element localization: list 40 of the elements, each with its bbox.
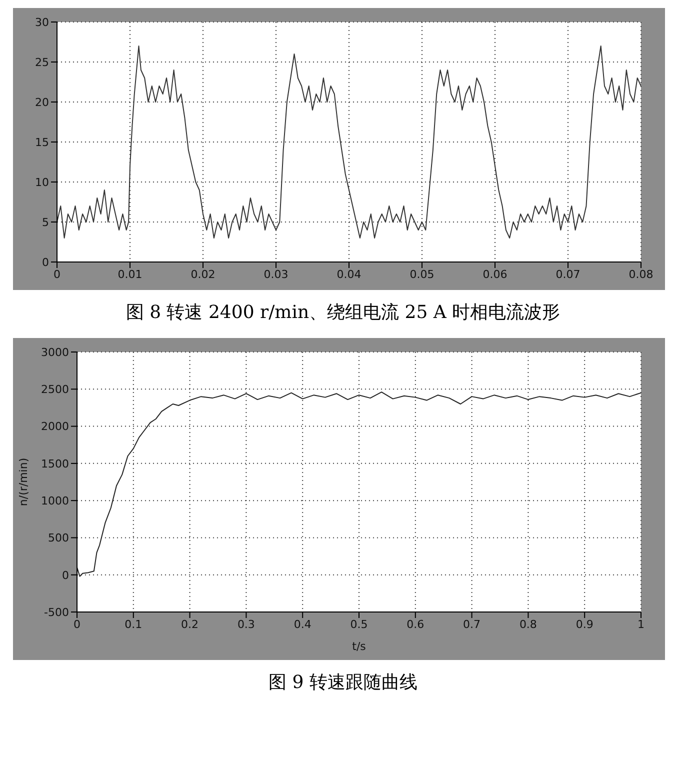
x-tick-label: 0.07 xyxy=(556,268,580,281)
y-axis-title: n/(r/min) xyxy=(16,458,30,506)
y-tick-label: 1000 xyxy=(41,494,69,508)
y-tick-label: 30 xyxy=(35,16,49,29)
y-tick-label: 1500 xyxy=(41,457,69,470)
x-axis-title: t/s xyxy=(352,640,366,653)
x-tick-label: 0.01 xyxy=(118,268,142,281)
x-tick-label: 0.5 xyxy=(350,618,368,631)
y-tick-label: 10 xyxy=(35,176,49,189)
line-series xyxy=(57,46,641,238)
y-tick-label: 0 xyxy=(62,568,69,582)
y-tick-label: -500 xyxy=(44,606,69,619)
x-tick-label: 0.1 xyxy=(124,618,142,631)
text: 图 9 转速跟随曲线 xyxy=(268,671,418,694)
y-tick-label: 2500 xyxy=(41,383,69,396)
x-tick-label: 0.8 xyxy=(519,618,537,631)
y-tick-label: 20 xyxy=(35,96,49,109)
x-tick-label: 0.08 xyxy=(628,268,654,281)
y-tick-label: 2000 xyxy=(41,420,69,434)
x-tick-label: 0.03 xyxy=(264,268,288,281)
x-tick-label: 0.04 xyxy=(336,268,362,281)
x-tick-label: 0 xyxy=(74,618,80,631)
x-tick-label: 0.02 xyxy=(190,268,216,281)
text: 图 8 转速 2400 r/min、绕组电流 25 A 时相电流波形 xyxy=(124,301,562,324)
line-series xyxy=(77,392,641,577)
y-tick-label: 5 xyxy=(42,216,49,229)
x-tick-label: 0.9 xyxy=(576,618,594,631)
x-tick-label: 0.7 xyxy=(463,618,481,631)
x-tick-label: 0.05 xyxy=(410,268,434,281)
x-tick-label: 0.3 xyxy=(237,618,255,631)
x-tick-label: 0.06 xyxy=(482,268,508,281)
y-tick-label: 3000 xyxy=(41,346,69,359)
y-tick-label: 0 xyxy=(42,256,49,269)
y-tick-label: 25 xyxy=(35,56,49,69)
x-tick-label: 0.6 xyxy=(406,618,424,631)
x-tick-label: 0.2 xyxy=(181,618,199,631)
x-tick-label: 1 xyxy=(638,618,644,631)
y-tick-label: 15 xyxy=(35,136,49,149)
x-tick-label: 0.4 xyxy=(294,618,312,631)
y-tick-label: 500 xyxy=(48,532,69,545)
